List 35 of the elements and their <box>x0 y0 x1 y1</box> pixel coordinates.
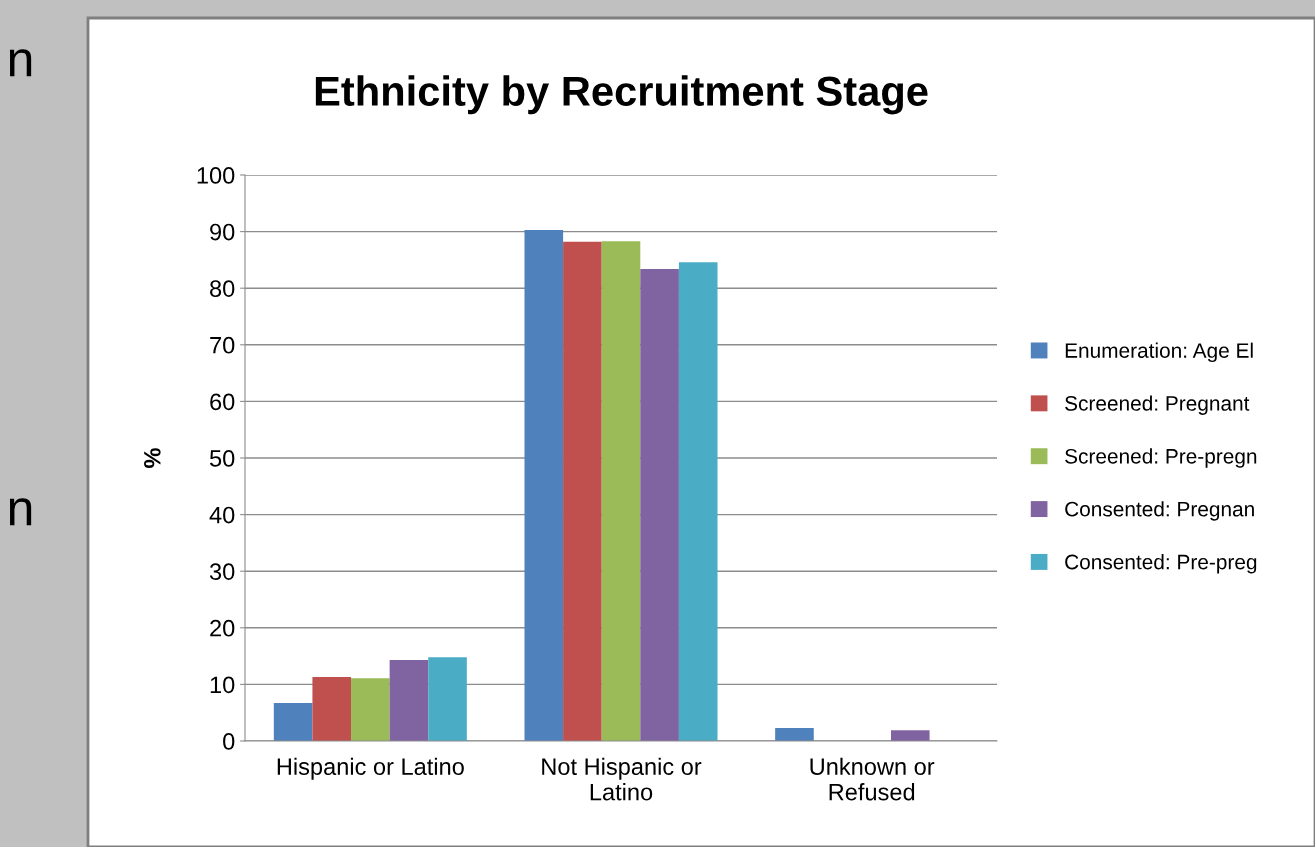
legend-label: Consented: Pregnan <box>1065 501 1254 521</box>
text: n <box>9 498 32 526</box>
bar <box>351 678 390 741</box>
y-tick-label: 60 <box>210 393 235 411</box>
y-tick-label: 20 <box>210 619 235 637</box>
legend-label: Screened: Pre-pregn <box>1065 448 1257 468</box>
y-tick-label: 70 <box>210 336 235 354</box>
bar <box>389 660 429 741</box>
bar <box>563 241 602 741</box>
y-tick-label: 100 <box>197 167 235 184</box>
y-axis-title: % <box>144 448 161 468</box>
bar <box>524 229 564 741</box>
y-tick-label: 50 <box>209 450 235 467</box>
bar <box>678 262 718 741</box>
legend-label: Enumeration: Age El <box>1065 342 1253 363</box>
x-tick-label: Unknown or Refused <box>810 757 935 801</box>
text: n <box>9 49 32 77</box>
legend-label: Consented: Pre-preg <box>1065 554 1257 574</box>
bar <box>640 268 679 741</box>
chart-title: Ethnicity by Recruitment Stage <box>315 75 928 115</box>
x-tick-label: Not Hispanic or Latino <box>542 757 702 801</box>
legend-label: Screened: Pregnant <box>1065 395 1250 415</box>
y-tick-label: 90 <box>210 223 235 241</box>
bar <box>775 727 814 741</box>
bar <box>428 657 467 741</box>
y-tick-label: 80 <box>210 280 235 297</box>
bar <box>273 703 313 741</box>
bar <box>312 677 352 741</box>
bar <box>890 730 930 741</box>
y-tick-label: 40 <box>209 506 235 524</box>
bar <box>601 241 641 741</box>
y-tick-label: 10 <box>210 676 235 694</box>
x-tick-label: Hispanic or Latino <box>277 757 464 780</box>
y-tick-label: 0 <box>223 733 235 750</box>
y-tick-label: 30 <box>209 563 235 580</box>
